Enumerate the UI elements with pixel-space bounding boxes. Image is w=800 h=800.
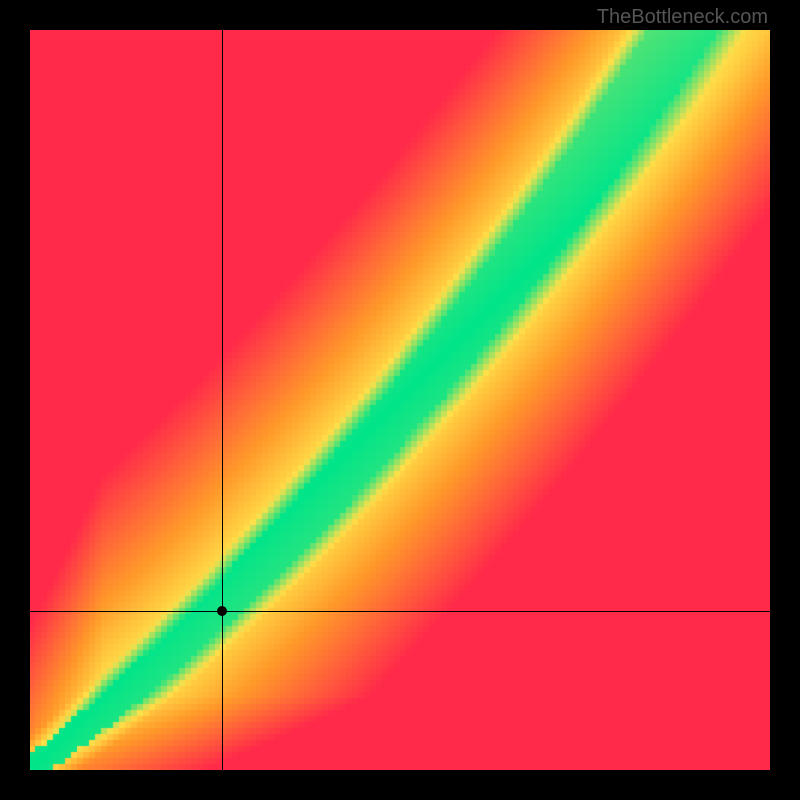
crosshair-horizontal — [30, 611, 770, 612]
heatmap-plot — [30, 30, 770, 770]
data-point-marker — [217, 606, 227, 616]
heatmap-canvas — [30, 30, 770, 770]
crosshair-vertical — [222, 30, 223, 770]
attribution-text: TheBottleneck.com — [597, 6, 768, 29]
